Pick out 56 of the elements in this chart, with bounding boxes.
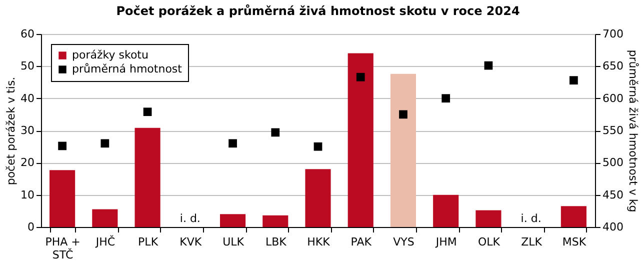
- y-tick-label: 40: [20, 92, 34, 105]
- bar: [433, 194, 459, 227]
- x-tick-label: KVK: [180, 236, 202, 248]
- x-tick-label: PHA + STČ: [45, 236, 80, 262]
- point: [143, 108, 152, 116]
- y2-tick-label: 450: [602, 188, 624, 202]
- bar: [476, 210, 502, 227]
- y2-tick-label: 600: [602, 92, 624, 105]
- y2-tick-label: 700: [602, 28, 624, 40]
- x-tick-label: JHČ: [94, 234, 116, 248]
- point: [271, 128, 280, 137]
- x-tick-label: PLK: [138, 236, 159, 248]
- y-tick-label: 0: [28, 220, 34, 234]
- bar: [560, 206, 586, 227]
- point: [399, 110, 408, 119]
- x-tick-label: MSK: [562, 236, 587, 248]
- x-tick-label: HKK: [307, 236, 331, 248]
- point: [58, 142, 66, 150]
- y-tick-label: 10: [20, 188, 34, 202]
- x-tick-label: ULK: [222, 236, 245, 248]
- y2-axis-title: průměrná živá hmotnost v kg: [626, 50, 640, 212]
- legend-label: průměrná hmotnost: [72, 62, 183, 76]
- point: [100, 139, 110, 148]
- bar: [348, 53, 374, 227]
- bar: [220, 214, 246, 227]
- y-axis-title: počet porážek v tis.: [4, 76, 18, 186]
- point: [442, 94, 450, 103]
- bar: [305, 169, 331, 227]
- bar: [92, 209, 118, 227]
- y2-tick-label: 400: [602, 220, 624, 234]
- point: [570, 76, 578, 85]
- bar: [390, 74, 416, 227]
- y2-tick-label: 650: [602, 60, 624, 73]
- point: [356, 72, 365, 82]
- point: [314, 142, 322, 151]
- x-tick-label: LBK: [265, 236, 288, 248]
- x-tick-label: OLK: [478, 236, 501, 248]
- bar: [50, 170, 76, 227]
- x-tick-label: VYS: [393, 236, 414, 248]
- y-tick-label: 30: [20, 124, 34, 137]
- x-tick-label: JHM: [434, 236, 457, 248]
- point: [484, 61, 493, 70]
- y-tick-label: 20: [20, 156, 34, 170]
- x-tick-label: ZLK: [521, 236, 543, 248]
- bar: [262, 215, 288, 227]
- point: [228, 139, 237, 148]
- y2-tick-label: 500: [602, 156, 624, 170]
- legend-label: porážky skotu: [72, 48, 148, 62]
- chart-title: Počet porážek a průměrná živá hmotnost skotu v roce 2024: [116, 4, 520, 18]
- annotation: i. d.: [180, 212, 200, 225]
- annotation: i. d.: [520, 212, 542, 225]
- y2-tick-label: 550: [602, 124, 624, 137]
- x-tick-label: PAK: [350, 236, 372, 248]
- y-tick-label: 60: [20, 28, 34, 40]
- bar: [134, 128, 160, 227]
- y-tick-label: 50: [20, 60, 34, 73]
